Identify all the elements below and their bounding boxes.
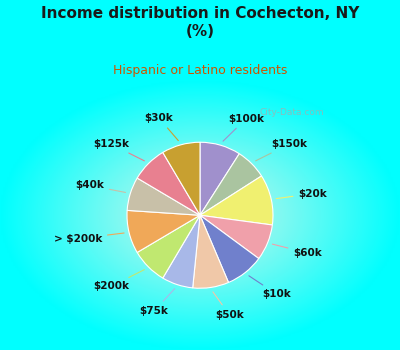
- Wedge shape: [127, 178, 200, 215]
- Wedge shape: [127, 210, 200, 252]
- Text: $50k: $50k: [213, 292, 244, 320]
- Wedge shape: [137, 215, 200, 278]
- Text: $40k: $40k: [75, 180, 126, 192]
- Text: $75k: $75k: [140, 289, 175, 316]
- Text: Income distribution in Cochecton, NY
(%): Income distribution in Cochecton, NY (%): [41, 6, 359, 39]
- Wedge shape: [200, 142, 239, 215]
- Text: $150k: $150k: [256, 139, 307, 161]
- Wedge shape: [163, 215, 200, 288]
- Text: City-Data.com: City-Data.com: [260, 108, 324, 117]
- Text: $20k: $20k: [276, 189, 327, 199]
- Text: $10k: $10k: [249, 276, 291, 299]
- Wedge shape: [200, 215, 259, 282]
- Wedge shape: [200, 176, 273, 225]
- Text: Hispanic or Latino residents: Hispanic or Latino residents: [113, 64, 287, 77]
- Wedge shape: [200, 154, 262, 215]
- Text: $100k: $100k: [223, 113, 264, 141]
- Text: > $200k: > $200k: [54, 233, 124, 244]
- Text: $125k: $125k: [93, 139, 144, 161]
- Text: $60k: $60k: [272, 244, 322, 258]
- Text: $30k: $30k: [145, 113, 178, 141]
- Wedge shape: [137, 153, 200, 215]
- Wedge shape: [200, 215, 272, 259]
- Wedge shape: [193, 215, 228, 288]
- Wedge shape: [163, 142, 200, 215]
- Text: $200k: $200k: [93, 270, 144, 292]
